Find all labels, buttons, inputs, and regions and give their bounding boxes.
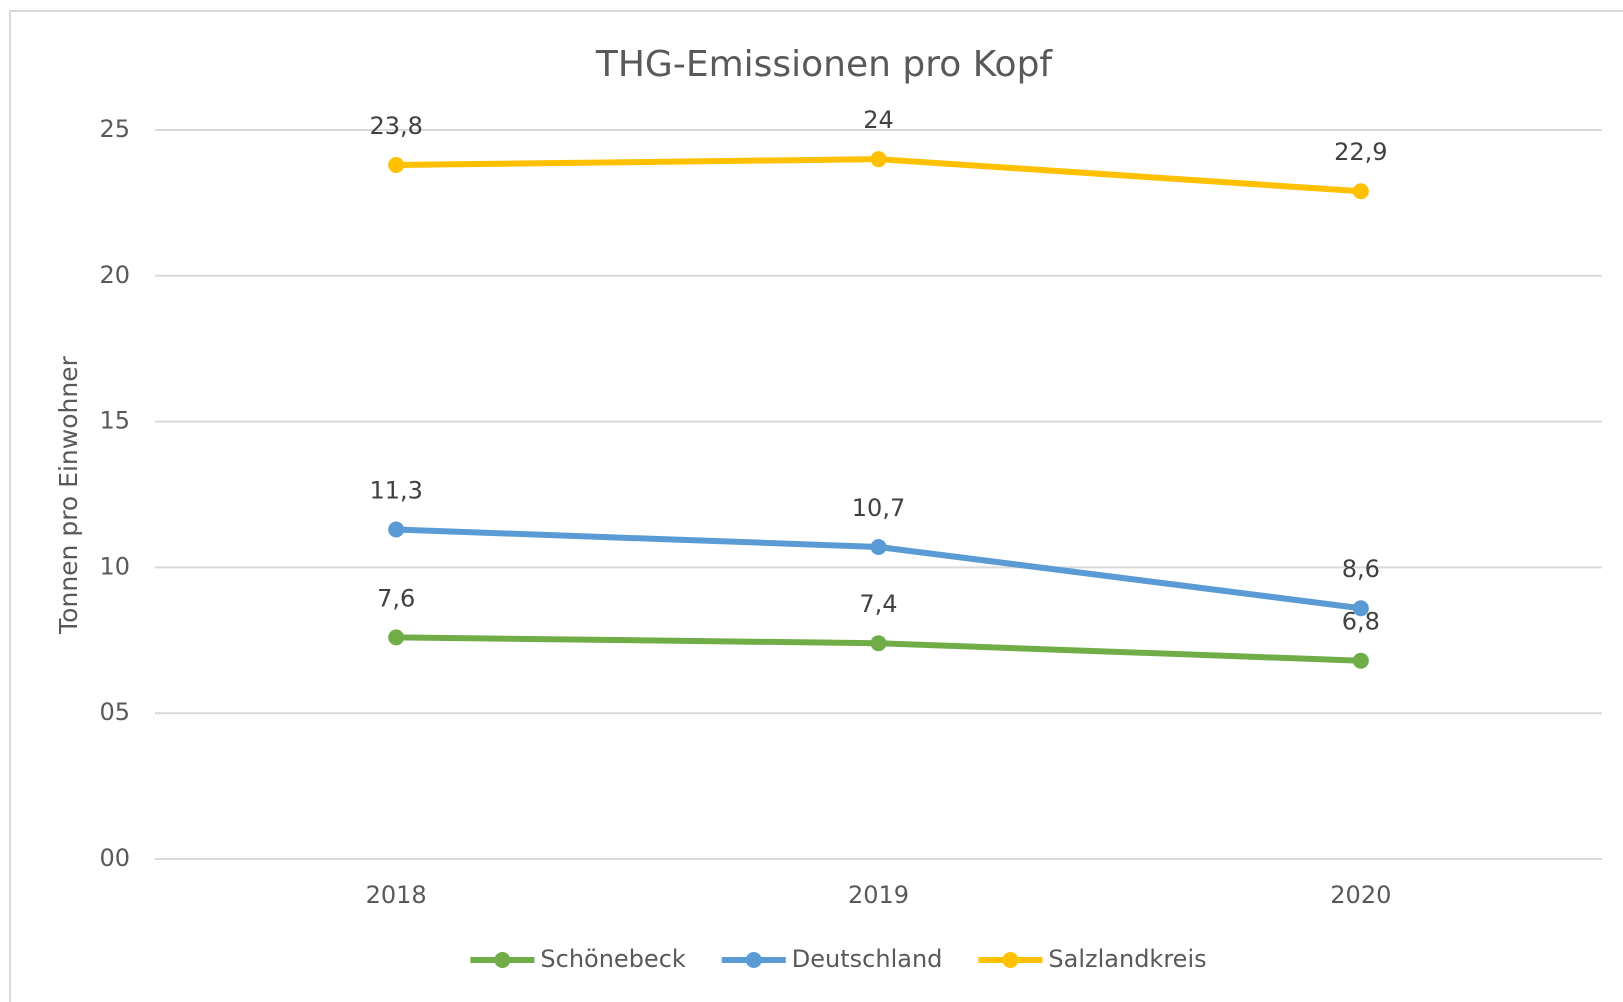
data-point — [870, 151, 887, 168]
chart-title: THG-Emissionen pro Kopf — [595, 44, 1054, 85]
data-label: 23,8 — [369, 112, 422, 140]
data-point — [870, 538, 887, 555]
data-point — [388, 521, 405, 538]
y-tick-label: 05 — [99, 698, 130, 726]
y-axis-label: Tonnen pro Einwohner — [54, 355, 83, 634]
y-tick-label: 10 — [99, 552, 130, 580]
x-tick-label: 2020 — [1330, 881, 1391, 909]
data-point — [1352, 183, 1369, 200]
y-tick-label: 15 — [99, 407, 130, 435]
legend-item: Salzlandkreis — [978, 945, 1207, 973]
data-label: 8,6 — [1342, 555, 1380, 583]
data-label: 7,6 — [377, 584, 415, 612]
data-label: 7,4 — [859, 590, 897, 618]
data-point — [388, 629, 405, 646]
legend-label: Salzlandkreis — [1048, 945, 1206, 973]
legend-marker — [494, 952, 511, 968]
data-point — [870, 635, 887, 652]
data-label: 22,9 — [1334, 138, 1387, 166]
legend-item: Schönebeck — [470, 945, 686, 973]
chart-frame — [9, 10, 1623, 1002]
x-tick-label: 2018 — [366, 881, 427, 909]
legend-marker — [745, 952, 762, 968]
data-label: 24 — [863, 106, 894, 134]
data-point — [1352, 652, 1369, 669]
legend-item: Deutschland — [721, 945, 943, 973]
data-point — [1352, 600, 1369, 617]
legend-label: Deutschland — [792, 945, 943, 973]
data-point — [388, 156, 405, 173]
data-label: 10,7 — [852, 494, 905, 522]
y-tick-label: 20 — [99, 261, 130, 289]
x-tick-label: 2019 — [848, 881, 909, 909]
y-tick-label: 25 — [99, 115, 130, 143]
y-tick-label: 00 — [99, 844, 130, 872]
legend-label: Schönebeck — [540, 945, 685, 973]
legend-marker — [1002, 952, 1019, 968]
data-label: 11,3 — [369, 476, 422, 504]
